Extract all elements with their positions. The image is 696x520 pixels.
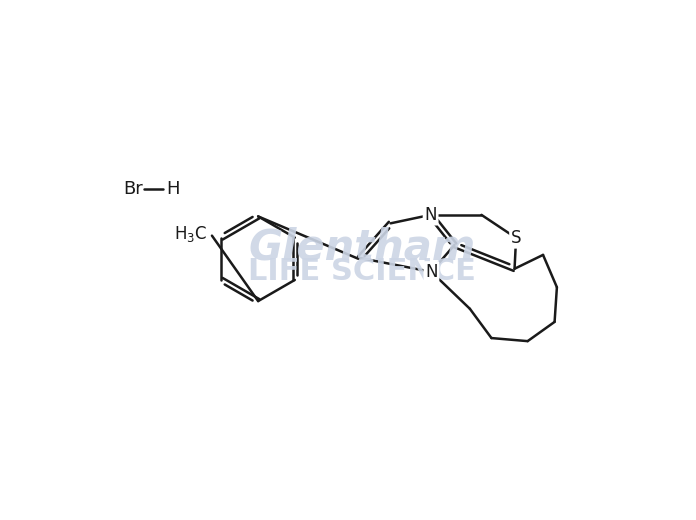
Text: N: N bbox=[425, 263, 438, 281]
Text: H$_3$C: H$_3$C bbox=[174, 224, 207, 244]
Text: LIFE SCIENCE: LIFE SCIENCE bbox=[248, 257, 476, 287]
Text: S: S bbox=[511, 229, 521, 247]
Text: N: N bbox=[425, 206, 437, 224]
Text: Glentham: Glentham bbox=[248, 226, 475, 268]
Text: H: H bbox=[166, 180, 180, 199]
Text: Br: Br bbox=[122, 180, 143, 199]
